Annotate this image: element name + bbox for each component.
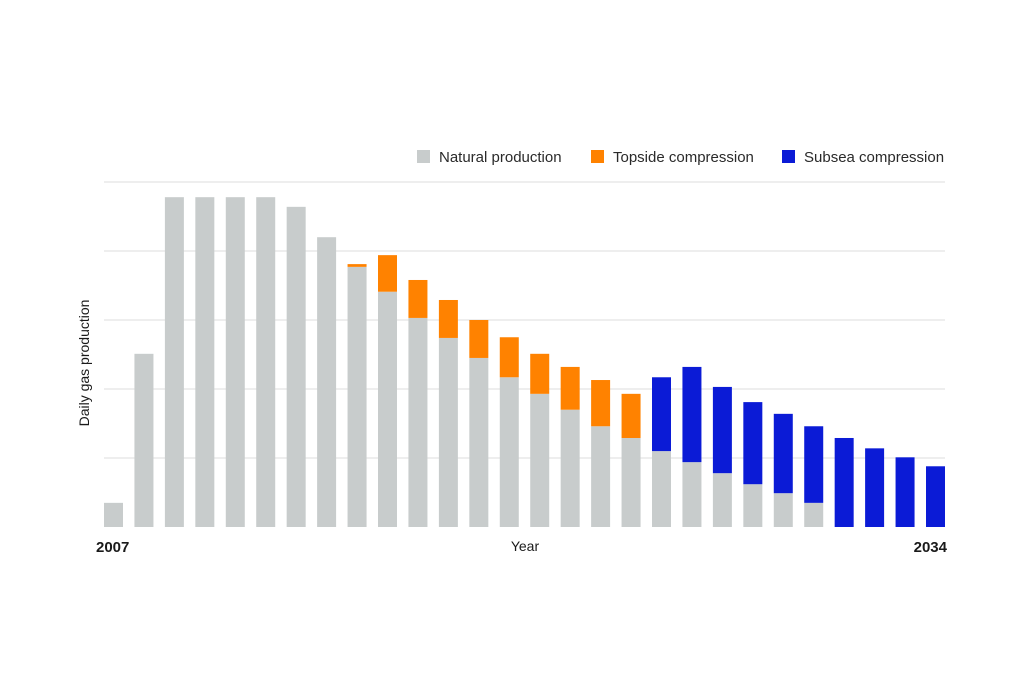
bar-natural-production-2024 — [621, 437, 641, 527]
bar-natural-production-2028 — [743, 484, 763, 527]
bar-subsea-compression-2034 — [926, 466, 945, 527]
bar-topside-compression-2021 — [530, 353, 550, 394]
bar-subsea-compression-2030 — [804, 426, 824, 503]
bar-natural-production-2015 — [347, 266, 367, 527]
bar-natural-production-2029 — [773, 493, 793, 527]
bar-natural-production-2010 — [195, 197, 215, 527]
bar-natural-production-2008 — [134, 353, 154, 527]
x-tick-label-start: 2007 — [96, 539, 129, 556]
bar-natural-production-2007 — [104, 502, 123, 527]
bar-subsea-compression-2025 — [652, 377, 671, 452]
bar-natural-production-2011 — [225, 197, 245, 527]
legend-swatch-subsea — [782, 150, 795, 163]
bar-topside-compression-2018 — [438, 299, 458, 338]
bar-topside-compression-2019 — [469, 320, 489, 358]
legend-swatch-topside — [591, 150, 604, 163]
bar-topside-compression-2015 — [347, 264, 367, 267]
legend-label-topside: Topside compression — [613, 149, 754, 166]
bar-topside-compression-2023 — [591, 380, 611, 427]
bar-topside-compression-2017 — [408, 279, 428, 318]
legend-label-subsea: Subsea compression — [804, 149, 944, 166]
bar-natural-production-2014 — [317, 237, 337, 527]
bar-topside-compression-2020 — [499, 337, 519, 378]
bar-natural-production-2013 — [286, 206, 306, 527]
bar-natural-production-2030 — [804, 502, 824, 527]
bar-natural-production-2021 — [530, 393, 550, 527]
legend-label-natural: Natural production — [439, 149, 562, 166]
bars — [104, 197, 945, 527]
legend-swatch-natural — [417, 150, 430, 163]
bar-natural-production-2020 — [499, 377, 519, 527]
bar-natural-production-2026 — [682, 462, 702, 527]
bar-subsea-compression-2028 — [743, 402, 763, 485]
bar-natural-production-2027 — [712, 473, 732, 527]
bar-natural-production-2018 — [438, 337, 458, 527]
bar-natural-production-2025 — [652, 451, 671, 527]
bar-topside-compression-2016 — [378, 255, 397, 292]
x-axis-label: Year — [511, 538, 540, 554]
bar-natural-production-2016 — [378, 291, 397, 527]
bar-natural-production-2022 — [560, 409, 580, 527]
bar-natural-production-2017 — [408, 317, 428, 527]
bar-topside-compression-2022 — [560, 366, 580, 410]
bar-natural-production-2023 — [591, 426, 611, 527]
bar-subsea-compression-2027 — [712, 386, 732, 474]
bar-subsea-compression-2029 — [773, 413, 793, 494]
bar-subsea-compression-2032 — [865, 448, 885, 527]
legend: Natural production Topside compression S… — [417, 149, 944, 166]
bar-subsea-compression-2026 — [682, 366, 702, 463]
bar-topside-compression-2024 — [621, 393, 641, 438]
x-tick-label-end: 2034 — [914, 539, 948, 556]
bar-natural-production-2009 — [164, 197, 184, 527]
y-axis-label: Daily gas production — [76, 300, 92, 427]
bar-subsea-compression-2031 — [834, 437, 854, 527]
bar-natural-production-2012 — [256, 197, 276, 527]
bar-subsea-compression-2033 — [895, 457, 915, 527]
bar-natural-production-2019 — [469, 357, 489, 527]
